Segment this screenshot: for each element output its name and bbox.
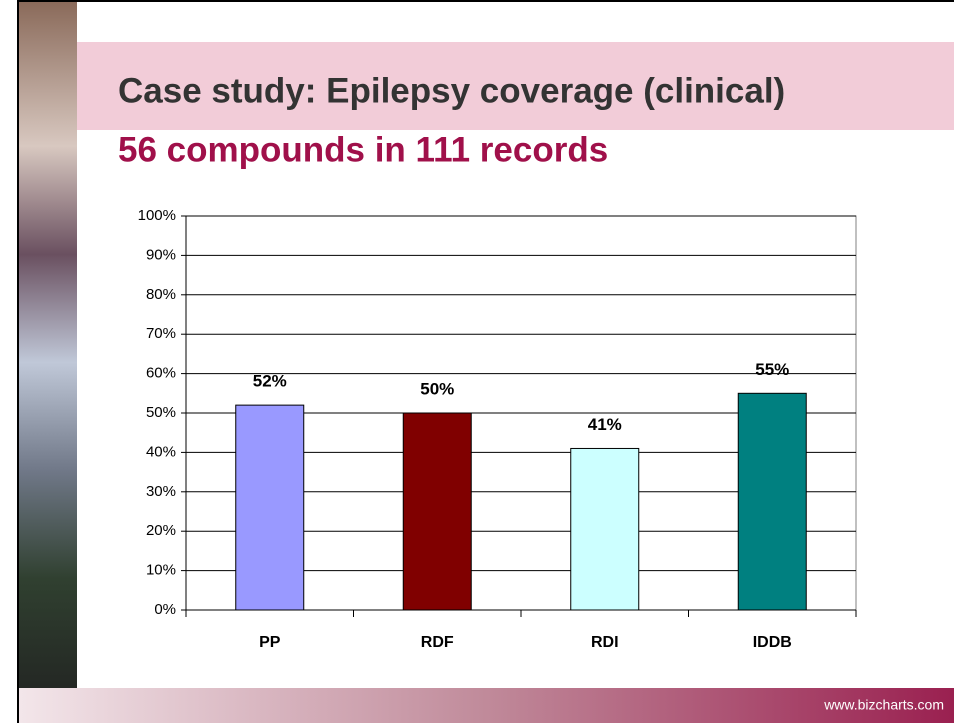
bar (403, 413, 471, 610)
value-label: 55% (755, 360, 789, 379)
bar (571, 448, 639, 610)
y-tick-label: 90% (146, 246, 176, 263)
y-tick-label: 0% (154, 601, 176, 618)
x-tick-label: PP (259, 634, 281, 651)
y-tick-label: 20% (146, 522, 176, 539)
y-tick-label: 30% (146, 483, 176, 500)
bar (738, 393, 806, 610)
decorative-strip (19, 2, 77, 723)
x-tick-label: RDF (421, 634, 454, 651)
x-tick-label: IDDB (753, 634, 792, 651)
x-tick-label: RDI (591, 634, 619, 651)
y-tick-label: 70% (146, 325, 176, 342)
y-tick-label: 50% (146, 404, 176, 421)
value-label: 41% (588, 415, 622, 434)
chart-title: Case study: Epilepsy coverage (clinical) (118, 71, 785, 110)
footer-text: www.bizcharts.com (823, 697, 944, 713)
slide: www.bizcharts.com Case study: Epilepsy c… (0, 0, 954, 723)
y-tick-label: 60% (146, 365, 176, 382)
chart-subtitle: 56 compounds in 111 records (118, 130, 608, 169)
y-tick-label: 40% (146, 443, 176, 460)
y-tick-label: 80% (146, 286, 176, 303)
value-label: 50% (420, 379, 454, 398)
y-tick-label: 10% (146, 562, 176, 579)
footer-band (19, 688, 954, 723)
bar (236, 405, 304, 610)
value-label: 52% (253, 372, 287, 391)
y-tick-label: 100% (138, 207, 176, 224)
